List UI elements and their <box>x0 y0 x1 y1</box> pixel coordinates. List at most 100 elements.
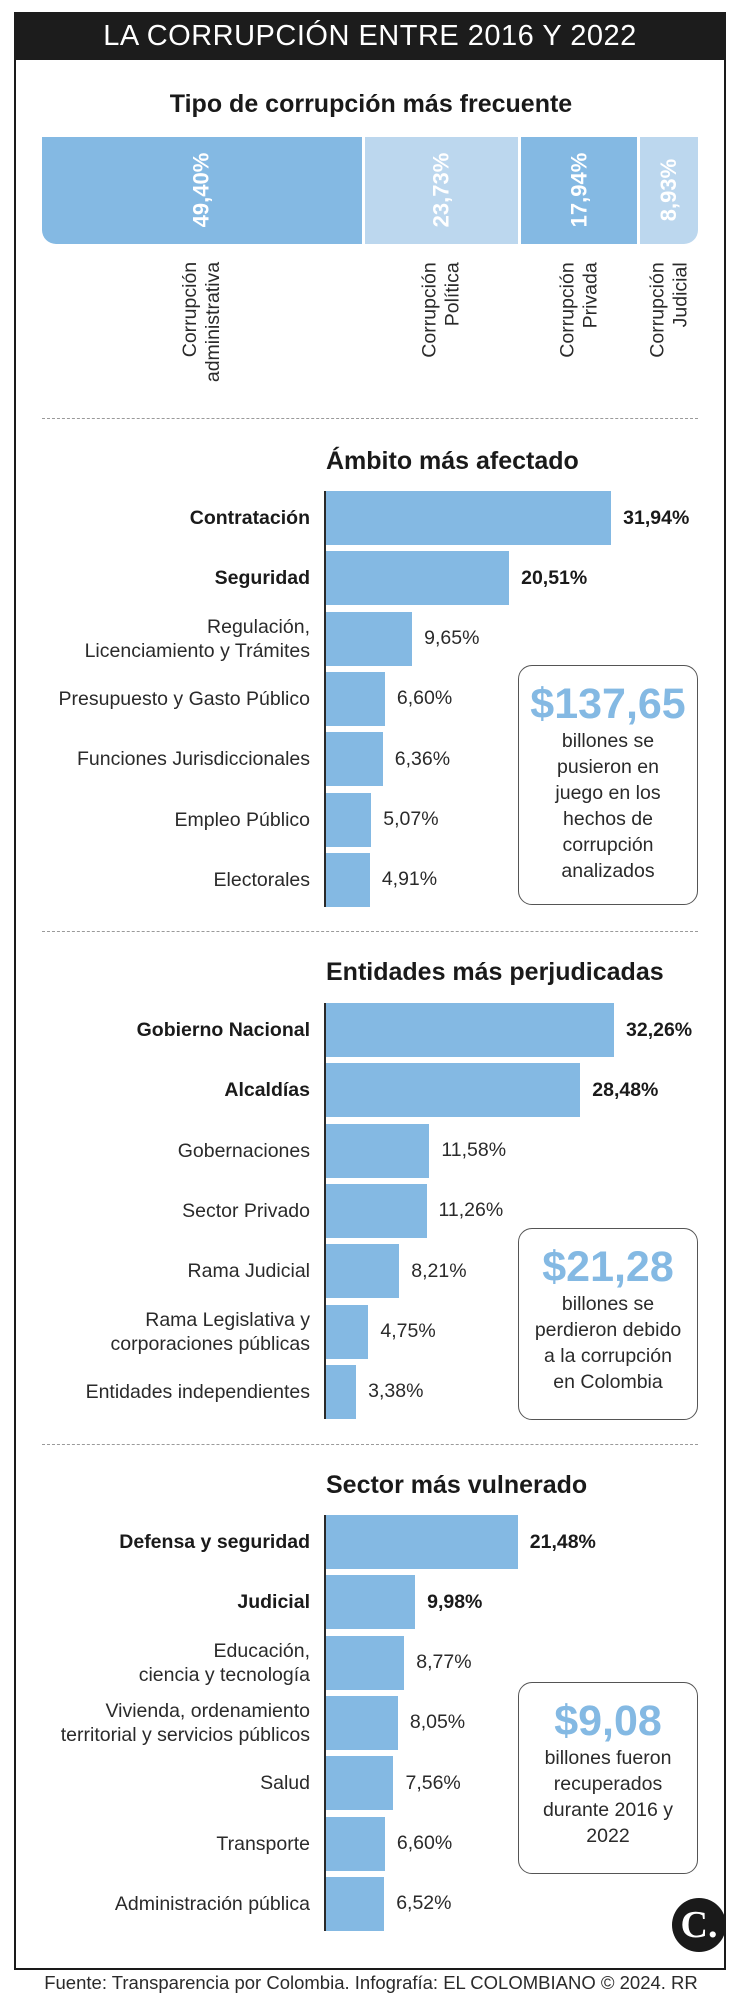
callout-text-line: 2022 <box>586 1825 630 1847</box>
category-label-line: Entidades independientes <box>85 1380 310 1403</box>
bar <box>326 792 372 847</box>
bar-category-label: Gobernaciones <box>178 1139 310 1163</box>
category-label-line: Presupuesto y Gasto Público <box>58 687 310 710</box>
bar-value-label: 7,56% <box>405 1771 461 1794</box>
bar <box>326 1876 385 1931</box>
page-title: LA CORRUPCIÓN ENTRE 2016 Y 2022 <box>14 12 726 60</box>
bar-axis <box>324 1003 326 1419</box>
summary-callout: $21,28 billones se perdieron debido a la co… <box>518 1228 698 1420</box>
bar-value-label: 8,05% <box>409 1711 466 1734</box>
category-label-line: administrativa <box>201 261 224 383</box>
bar <box>326 551 510 606</box>
bar <box>326 1183 427 1238</box>
callout-text-line: perdieron debido <box>534 1319 682 1341</box>
section-title: Sector más vulnerado <box>326 1471 588 1499</box>
callout-text-line: juego en los <box>555 782 661 804</box>
callout-text: billones fueron recuperados durante 2016 y… <box>527 1745 689 1849</box>
callout-text-line: pusieron en <box>557 756 659 778</box>
bar <box>326 852 370 907</box>
category-label-line: Corrupción <box>418 261 441 358</box>
category-label-line: Electorales <box>213 868 310 891</box>
bar-category-label: Regulación, Licenciamiento y Trámites <box>85 615 310 663</box>
bar-category-label: Educación, ciencia y tecnología <box>139 1639 310 1687</box>
bar <box>326 1063 581 1118</box>
callout-text-line: billones se <box>561 730 655 752</box>
bar-category-label: Vivienda, ordenamiento territorial y serv… <box>61 1699 310 1747</box>
bar-axis <box>324 1515 326 1931</box>
category-label-line: territorial y servicios públicos <box>60 1723 310 1746</box>
bar-category-label: Contratación <box>190 506 310 530</box>
bar-category-label: Defensa y seguridad <box>119 1530 310 1554</box>
category-label-line: Empleo Público <box>174 808 311 831</box>
bar-axis <box>324 491 326 907</box>
bar-value-label: 20,51% <box>521 566 588 589</box>
bar-value-label: 11,58% <box>441 1139 507 1162</box>
section-divider <box>42 1444 698 1445</box>
category-label-line: corporaciones públicas <box>110 1332 310 1355</box>
stacked-value-label: 8,93% <box>656 158 682 222</box>
bar-value-label: 9,65% <box>424 627 480 650</box>
bar <box>326 1123 430 1178</box>
bar <box>326 1756 394 1811</box>
category-label-line: Defensa y seguridad <box>119 1531 310 1553</box>
bar <box>326 1816 385 1871</box>
bar <box>326 1244 400 1299</box>
section-title: Entidades más perjudicadas <box>326 958 664 986</box>
category-label-line: Seguridad <box>214 567 310 590</box>
bar-value-label: 4,75% <box>380 1320 436 1342</box>
callout-amount: $9,08 <box>554 1697 662 1745</box>
category-label-line: Vivienda, ordenamiento <box>105 1699 310 1722</box>
category-label-line: Privada <box>579 261 602 328</box>
callout-text: billones se pusieron en juego en los hechos… <box>527 728 689 884</box>
bar-category-label: Salud <box>260 1771 310 1795</box>
callout-text-line: analizados <box>561 860 655 882</box>
stacked-category-label: Corrupción Privada <box>556 262 602 357</box>
category-label-line: Contratación <box>189 507 310 529</box>
bar-category-label: Rama Judicial <box>188 1259 310 1283</box>
bar-category-label: Presupuesto y Gasto Público <box>59 687 310 711</box>
bar <box>326 1364 357 1419</box>
category-label-line: Política <box>441 261 464 326</box>
category-label-line: Licenciamiento y Trámites <box>84 639 310 662</box>
callout-text-line: billones se <box>561 1293 655 1315</box>
bar-value-label: 9,98% <box>427 1590 483 1613</box>
bar-value-label: 31,94% <box>623 506 690 529</box>
category-label-line: Alcaldías <box>224 1079 310 1102</box>
section-title: Ámbito más afectado <box>326 447 579 475</box>
stacked-category-label: Corrupción Judicial <box>646 262 692 357</box>
category-label-line: Gobernaciones <box>177 1139 310 1162</box>
bar-category-label: Seguridad <box>215 566 310 590</box>
source-note: Fuente: Transparencia por Colombia. Info… <box>44 1972 698 1993</box>
bar-value-label: 6,36% <box>394 747 451 770</box>
category-label-line: Judicial <box>237 1591 310 1614</box>
category-label-line: Sector Privado <box>182 1199 310 1222</box>
callout-text-line: a la corrupción <box>544 1345 672 1367</box>
callout-text-line: hechos de <box>563 808 653 830</box>
bar-value-label: 8,21% <box>411 1259 467 1282</box>
summary-callout: $9,08 billones fueron recuperados durante 2… <box>518 1682 698 1874</box>
category-label-line: Judicial <box>669 261 692 327</box>
callout-text-line: recuperados <box>553 1773 663 1795</box>
bar-value-label: 4,91% <box>381 868 438 891</box>
callout-text-line: en Colombia <box>553 1371 663 1393</box>
callout-text-line: durante 2016 y <box>542 1799 674 1821</box>
stacked-value-label: 49,40% <box>188 152 214 228</box>
stacked-chart-title: Tipo de corrupción más frecuente <box>169 90 573 118</box>
callout-text-line: billones fueron <box>544 1747 672 1769</box>
bar-category-label: Empleo Público <box>175 808 311 832</box>
callout-amount: $21,28 <box>542 1243 674 1291</box>
stacked-segment <box>364 137 519 244</box>
bar-value-label: 6,60% <box>396 1832 453 1854</box>
bar-category-label: Alcaldías <box>224 1078 310 1102</box>
category-label-line: Rama Judicial <box>187 1260 310 1283</box>
el-colombiano-logo: C. <box>672 1898 726 1952</box>
section-divider <box>42 931 698 932</box>
bar-value-label: 8,77% <box>416 1651 472 1674</box>
bar-category-label: Rama Legislativa y corporaciones públicas <box>111 1308 310 1356</box>
category-label-line: Gobierno Nacional <box>136 1019 310 1041</box>
bar-value-label: 6,60% <box>396 687 453 710</box>
summary-callout: $137,65 billones se pusieron en juego en lo… <box>518 665 698 905</box>
category-label-line: Administración pública <box>114 1892 310 1915</box>
section-divider <box>42 418 698 419</box>
bar <box>326 611 413 666</box>
